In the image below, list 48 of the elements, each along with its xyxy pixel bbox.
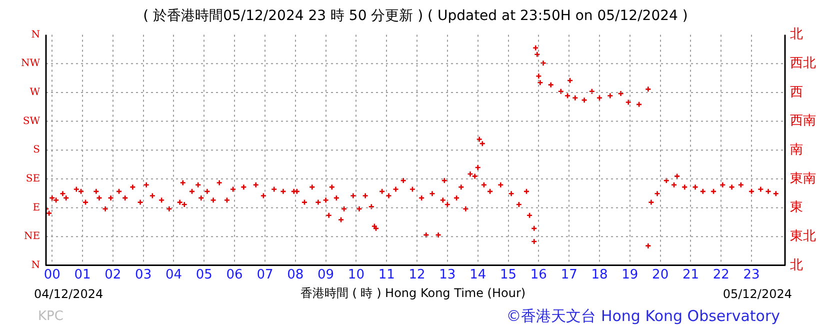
text: W — [30, 87, 41, 98]
x-tick-label: 19 — [622, 268, 638, 283]
text: N — [31, 29, 40, 40]
x-tick-label: 06 — [226, 268, 243, 283]
text: 西北 — [790, 56, 816, 71]
x-tick-label: 14 — [470, 268, 486, 283]
x-tick-label: 04 — [165, 268, 182, 283]
x-tick-label: 17 — [560, 268, 578, 283]
text: 北 — [790, 258, 803, 273]
chart-title: ( 於香港時間05/12/2024 23 時 50 分更新 ) ( Updated at 23:50H on 05/12/2024 ) — [143, 8, 688, 24]
x-tick-label: 23 — [743, 268, 760, 283]
text: 05/12/2024 — [722, 286, 792, 300]
text: N — [31, 260, 40, 271]
text: 東南 — [790, 171, 816, 186]
x-tick-label: 21 — [682, 268, 699, 283]
x-tick-label: 12 — [408, 268, 426, 283]
text: 東北 — [790, 228, 816, 244]
text: SW — [22, 116, 41, 127]
x-tick-label: 16 — [530, 268, 547, 283]
text: NW — [20, 58, 41, 70]
text: NE — [24, 231, 40, 242]
x-tick-label: 18 — [591, 268, 608, 283]
x-tick-label: 08 — [287, 268, 304, 283]
x-tick-label: 10 — [348, 268, 364, 283]
text: 東 — [790, 200, 803, 216]
text: 北 — [790, 27, 803, 42]
x-tick-label: 02 — [104, 268, 122, 283]
text: SE — [26, 174, 40, 185]
x-tick-label: 03 — [135, 268, 152, 283]
text: 04/12/2024 — [34, 286, 104, 300]
x-tick-label: 00 — [44, 268, 60, 283]
x-tick-label: 15 — [500, 268, 517, 283]
text: KPC — [38, 308, 64, 324]
x-tick-label: 20 — [652, 268, 669, 283]
x-tick-label: 07 — [256, 268, 274, 283]
text: S — [33, 144, 40, 156]
x-tick-label: 22 — [712, 268, 730, 283]
x-axis-title: 香港時間 ( 時 ) Hong Kong Time (Hour) — [300, 285, 526, 302]
x-tick-label: 05 — [196, 268, 212, 283]
text: 南 — [790, 142, 803, 158]
text: 西南 — [790, 114, 816, 129]
x-tick-label: 13 — [439, 268, 456, 283]
text: E — [32, 202, 40, 214]
text: ©香港天文台 Hong Kong Observatory — [506, 306, 780, 326]
text: 西 — [790, 84, 803, 100]
x-tick-label: 09 — [318, 268, 334, 283]
x-tick-label: 01 — [74, 268, 91, 283]
x-tick-label: 11 — [378, 268, 395, 283]
